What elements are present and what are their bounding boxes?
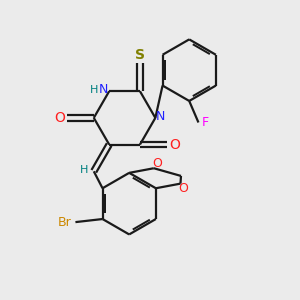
Text: O: O bbox=[179, 182, 189, 195]
Text: N: N bbox=[155, 110, 165, 123]
Text: H: H bbox=[90, 85, 99, 95]
Text: O: O bbox=[169, 137, 180, 152]
Text: S: S bbox=[135, 48, 145, 62]
Text: O: O bbox=[54, 111, 64, 125]
Text: H: H bbox=[80, 165, 88, 175]
Text: Br: Br bbox=[57, 216, 71, 229]
Text: N: N bbox=[99, 83, 108, 96]
Text: O: O bbox=[152, 157, 162, 170]
Text: F: F bbox=[202, 116, 209, 129]
